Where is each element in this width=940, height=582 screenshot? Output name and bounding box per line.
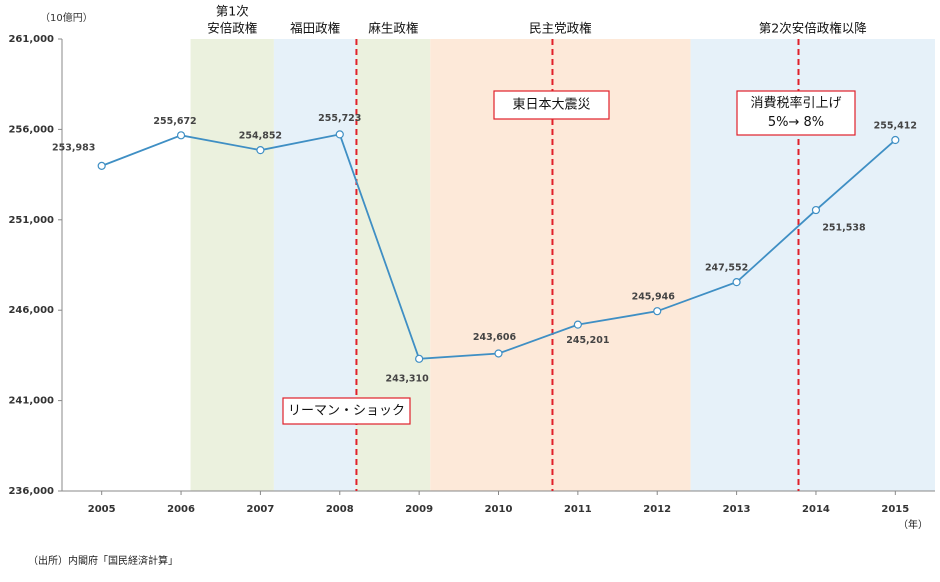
y-tick-label: 236,000 (8, 486, 54, 497)
event-box (282, 397, 411, 425)
x-tick-label: 2015 (881, 504, 909, 515)
data-point (891, 135, 900, 145)
x-tick-label: 2013 (723, 504, 751, 515)
era-label: 第1次 (216, 4, 249, 19)
data-label: 251,538 (822, 223, 866, 234)
x-tick-label: 2009 (405, 504, 433, 515)
data-point (494, 349, 503, 358)
x-tick-label: 2011 (564, 504, 592, 515)
data-point (176, 131, 186, 140)
y-unit: （10億円） (40, 11, 93, 24)
event-label: 東日本大震災 (512, 97, 590, 113)
era-label: 民主党政権 (529, 21, 592, 36)
event-label: 消費税率引上げ (750, 95, 841, 111)
data-label: 255,412 (874, 121, 917, 132)
x-tick-label: 2010 (485, 504, 513, 515)
data-point (97, 161, 106, 170)
y-tick-label: 246,000 (8, 305, 54, 316)
data-point (732, 278, 741, 287)
x-tick-label: 2006 (167, 504, 195, 515)
data-label: 243,310 (385, 373, 429, 384)
era-label: 第2次安倍政権以降 (759, 21, 867, 36)
era-label: 福田政権 (290, 21, 340, 36)
x-tick-label: 2005 (88, 504, 116, 515)
data-point (573, 320, 582, 329)
era-label: 安倍政権 (207, 21, 257, 36)
data-label: 253,983 (52, 142, 95, 153)
x-tick-label: 2007 (246, 504, 274, 515)
event-label: リーマン・ショック (288, 404, 405, 419)
x-tick-label: 2014 (802, 504, 830, 515)
y-tick-label: 256,000 (8, 124, 54, 135)
y-tick-label: 261,000 (8, 34, 54, 45)
source: （出所）内閣府「国民経済計算」 (28, 554, 178, 567)
data-point (415, 354, 424, 363)
event-label: 5%→ 8% (768, 115, 824, 130)
x-unit: （年） (898, 518, 928, 531)
data-label: 247,552 (705, 263, 748, 274)
data-label: 255,723 (318, 113, 361, 124)
y-tick-label: 251,000 (8, 215, 54, 226)
era-band (190, 39, 274, 491)
data-label: 243,606 (473, 332, 517, 343)
era-label: 麻生政権 (368, 21, 418, 36)
data-label: 245,201 (566, 335, 609, 346)
event-box (736, 90, 856, 136)
event-box (493, 90, 610, 120)
data-label: 255,672 (153, 116, 196, 127)
data-point (335, 130, 344, 139)
y-tick-label: 241,000 (8, 396, 54, 407)
x-tick-label: 2008 (326, 504, 354, 515)
data-point (653, 307, 662, 316)
data-label: 254,852 (239, 131, 282, 142)
data-point (256, 146, 265, 155)
data-point (811, 205, 821, 215)
data-label: 245,946 (632, 292, 676, 303)
x-tick-label: 2012 (643, 504, 671, 515)
